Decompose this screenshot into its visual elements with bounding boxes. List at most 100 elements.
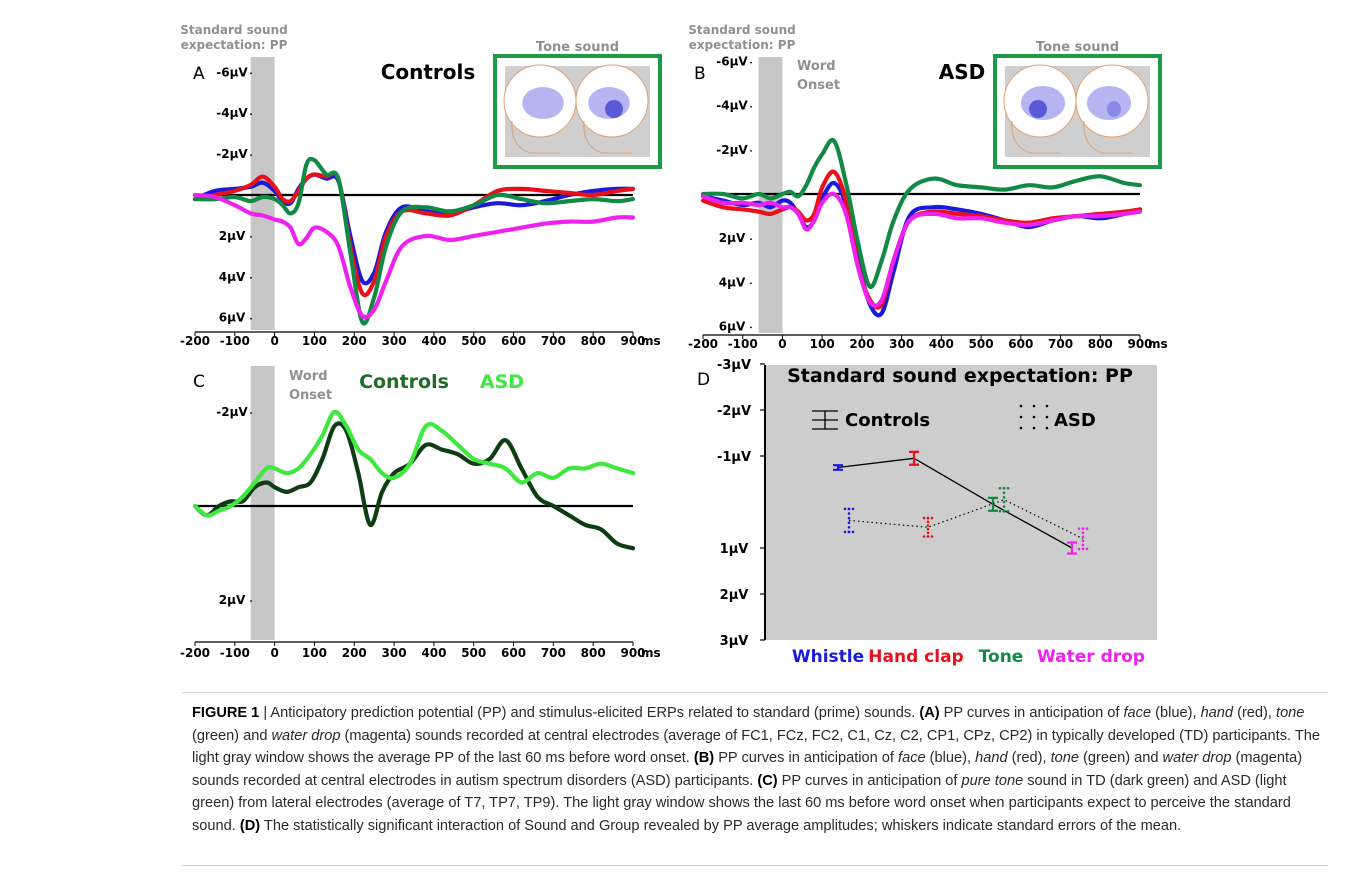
x-unit-label: ms (641, 334, 661, 348)
asd-whisker-dot (1081, 539, 1085, 543)
asd-whisker-dot (1081, 543, 1085, 547)
y-tick-mark (250, 317, 252, 320)
top-note: Standard sound (180, 23, 287, 37)
asd-cap-dot (1081, 547, 1085, 551)
legend-solid-icon (812, 410, 838, 430)
y-tick-mark (750, 238, 752, 241)
y-tick-label: -1µV (717, 450, 751, 465)
caption-text: (magenta) sounds recorded at central ele… (192, 727, 1321, 767)
y-tick-mark (750, 282, 752, 285)
asd-cap-dot (922, 516, 926, 520)
x-tick-label: 100 (810, 337, 835, 351)
asd-whisker-dot (926, 527, 930, 531)
category-label: Hand clap (868, 647, 963, 667)
controls-errorbar (988, 496, 998, 512)
y-tick-mark (250, 600, 252, 602)
x-tick-label: 600 (1008, 337, 1033, 351)
x-tick-label: 700 (541, 646, 566, 660)
asd-whisker-dot (1002, 505, 1006, 508)
legend-dot (1045, 404, 1049, 408)
x-tick-label: 0 (270, 646, 278, 660)
asd-errorbar (998, 486, 1010, 513)
brain-inset (993, 54, 1162, 169)
x-tick-label: -100 (220, 334, 250, 348)
x-tick-label: 100 (302, 334, 327, 348)
x-tick-label: 600 (501, 646, 526, 660)
x-tick-label: 400 (421, 334, 446, 348)
y-tick-label: 1µV (720, 542, 749, 557)
caption-text: PP curves in anticipation of (777, 772, 962, 789)
legend-asd: ASD (1054, 410, 1096, 431)
series-line-red (192, 171, 636, 298)
controls-errorbar (1067, 541, 1077, 555)
panel-title: Standard sound expectation: PP (787, 365, 1133, 387)
caption-text: | Anticipatory prediction potential (PP)… (259, 705, 920, 721)
face-outline (1011, 120, 1060, 154)
y-tick-label: -6µV (216, 65, 248, 79)
caption-text: (blue), (1151, 705, 1201, 721)
y-tick-label: 2µV (219, 229, 246, 243)
x-tick-label: 600 (501, 334, 526, 348)
caption-text: PP curves in anticipation of (714, 750, 899, 766)
x-tick-label: 200 (342, 646, 367, 660)
asd-cap-dot (843, 507, 847, 511)
x-tick-label: 300 (382, 334, 407, 348)
caption-text: PP curves in anticipation of (939, 705, 1124, 721)
controls-whisker (833, 464, 843, 471)
asd-whisker-dot (1081, 535, 1085, 539)
caption-bold: (A) (919, 705, 940, 721)
controls-whisker (909, 450, 919, 466)
x-tick-label: 100 (302, 646, 327, 660)
legend: Controls ASD (812, 404, 1096, 431)
asd-cap-dot (926, 535, 930, 538)
asd-cap-dot (1002, 486, 1006, 490)
caption-text: (red), (1007, 750, 1051, 766)
controls-line (837, 457, 1073, 549)
series-line-td_dark_green (192, 421, 636, 551)
y-tick-mark (250, 72, 252, 75)
x-tick-label: 500 (461, 334, 486, 348)
panel-d: -3µV -2µV -1µV 1µV 2µV 3µV D Standard sound exp… (697, 358, 1157, 667)
y-tick-label: -2µV (717, 404, 751, 419)
y-tick-label: 4µV (219, 270, 246, 284)
title-controls: Controls (359, 371, 449, 393)
onset-label: Word (797, 59, 836, 74)
top-note: Standard sound (688, 23, 795, 37)
x-unit-label: ms (641, 646, 661, 660)
x-tick-label: 300 (889, 337, 914, 351)
x-tick-label: 900 (620, 646, 645, 660)
caption-bold: (B) (693, 750, 715, 766)
asd-whisker-dot (926, 524, 930, 527)
asd-cap-dot (1002, 509, 1006, 513)
asd-whisker-dot (1002, 500, 1006, 504)
x-tick-label: -200 (688, 337, 718, 351)
controls-whisker (988, 496, 998, 512)
caption-text: (blue), (925, 750, 976, 766)
asd-cap-dot (847, 507, 851, 511)
activation-blob (1086, 86, 1132, 120)
asd-cap-dot (1006, 486, 1010, 490)
legend-dot (1032, 426, 1036, 430)
caption-bold: (D) (239, 817, 261, 834)
asd-whisker-dot (1081, 531, 1085, 535)
series-line-asd_light_green (192, 409, 636, 518)
asd-cap-dot (998, 486, 1002, 490)
panel-letter: A (193, 64, 205, 84)
caption-text: (green) and (192, 727, 272, 744)
y-tick-mark (750, 326, 752, 329)
asd-whisker-dot (847, 521, 851, 524)
y-tick-label: -3µV (717, 358, 751, 373)
caption-rules (182, 692, 1328, 866)
y-tick-label: 2µV (720, 588, 749, 603)
face-outline (1083, 120, 1132, 154)
x-tick-label: 700 (541, 334, 566, 348)
onset-label: Word (289, 369, 328, 384)
category-label: Water drop (1037, 647, 1145, 667)
x-tick-label: 800 (581, 334, 606, 348)
x-tick-label: 800 (1088, 337, 1113, 351)
head-icon (1003, 64, 1077, 154)
y-tick-mark (750, 105, 752, 108)
series-line-magenta (700, 191, 1143, 308)
